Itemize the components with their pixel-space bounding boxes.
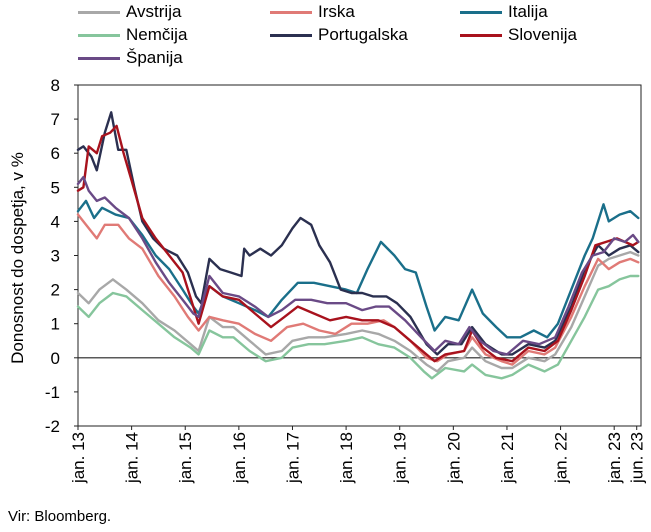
x-tick-label: jan. 16 [230, 432, 249, 484]
legend-swatch-avstrija [78, 10, 120, 14]
plot-border [77, 84, 642, 427]
x-tick-label: jan. 19 [391, 432, 410, 484]
legend-swatch-spanija [78, 56, 120, 60]
legend-item-irska: Irska [270, 2, 355, 22]
legend-label-spanija: Španija [126, 48, 183, 67]
legend-label-irska: Irska [318, 2, 355, 21]
source-note: Vir: Bloomberg. [8, 508, 112, 525]
y-tick-label: 2 [51, 281, 60, 300]
x-tick-label: jan. 14 [123, 432, 142, 484]
legend: Avstrija Irska Italija Nemčija Portugals… [0, 0, 651, 80]
series-line-nemčija [76, 274, 640, 380]
y-tick-label: 0 [51, 349, 60, 368]
y-tick-label: 6 [51, 144, 60, 163]
legend-label-slovenija: Slovenija [508, 25, 577, 44]
y-tick-label: 4 [51, 212, 60, 231]
x-tick-label: jan. 17 [283, 432, 302, 484]
x-tick-label: jan. 15 [176, 432, 195, 484]
series-line-irska [76, 213, 640, 366]
y-tick-label: 1 [51, 315, 60, 334]
y-tick-label: 7 [51, 110, 60, 129]
x-tick-label: jan. 23 [605, 432, 624, 484]
y-tick-label: -1 [45, 383, 60, 402]
series-line-avstrija [76, 250, 640, 373]
series-line-italija [76, 199, 640, 339]
series-line-slovenija [76, 124, 640, 363]
legend-label-portugalska: Portugalska [318, 25, 408, 44]
legend-item-avstrija: Avstrija [78, 2, 181, 22]
legend-item-slovenija: Slovenija [460, 25, 577, 45]
x-tick-label: jan. 21 [498, 432, 517, 484]
y-tick-labels: 8 7 6 5 4 3 2 1 0 -1 -2 [45, 76, 78, 436]
series-line-španija [76, 175, 640, 356]
x-tick-label: jan. 18 [337, 432, 356, 484]
x-tick-label: jan. 20 [444, 432, 463, 484]
plot-frame [77, 84, 642, 427]
legend-swatch-irska [270, 10, 312, 14]
legend-item-spanija: Španija [78, 48, 183, 68]
legend-swatch-portugalska [270, 33, 312, 37]
x-tick-label: jan. 22 [552, 432, 571, 484]
legend-item-nemcija: Nemčija [78, 25, 187, 45]
legend-item-portugalska: Portugalska [270, 25, 408, 45]
x-tick-labels: jan. 13 jan. 14 jan. 15 jan. 16 jan. 17 jan. … [69, 426, 647, 484]
legend-item-italija: Italija [460, 2, 548, 22]
x-tick-label: jan. 13 [69, 432, 88, 484]
legend-label-italija: Italija [508, 2, 548, 21]
y-tick-label: -2 [45, 417, 60, 436]
legend-swatch-slovenija [460, 33, 502, 37]
y-tick-label: 5 [51, 178, 60, 197]
legend-swatch-italija [460, 10, 502, 14]
legend-label-avstrija: Avstrija [126, 2, 182, 21]
legend-label-nemcija: Nemčija [126, 25, 188, 44]
legend-swatch-nemcija [78, 33, 120, 37]
x-tick-label: jun. 23 [628, 432, 647, 484]
y-tick-label: 8 [51, 76, 60, 95]
series-lines [76, 111, 640, 380]
series-line-portugalska [76, 111, 640, 356]
y-tick-label: 3 [51, 247, 60, 266]
